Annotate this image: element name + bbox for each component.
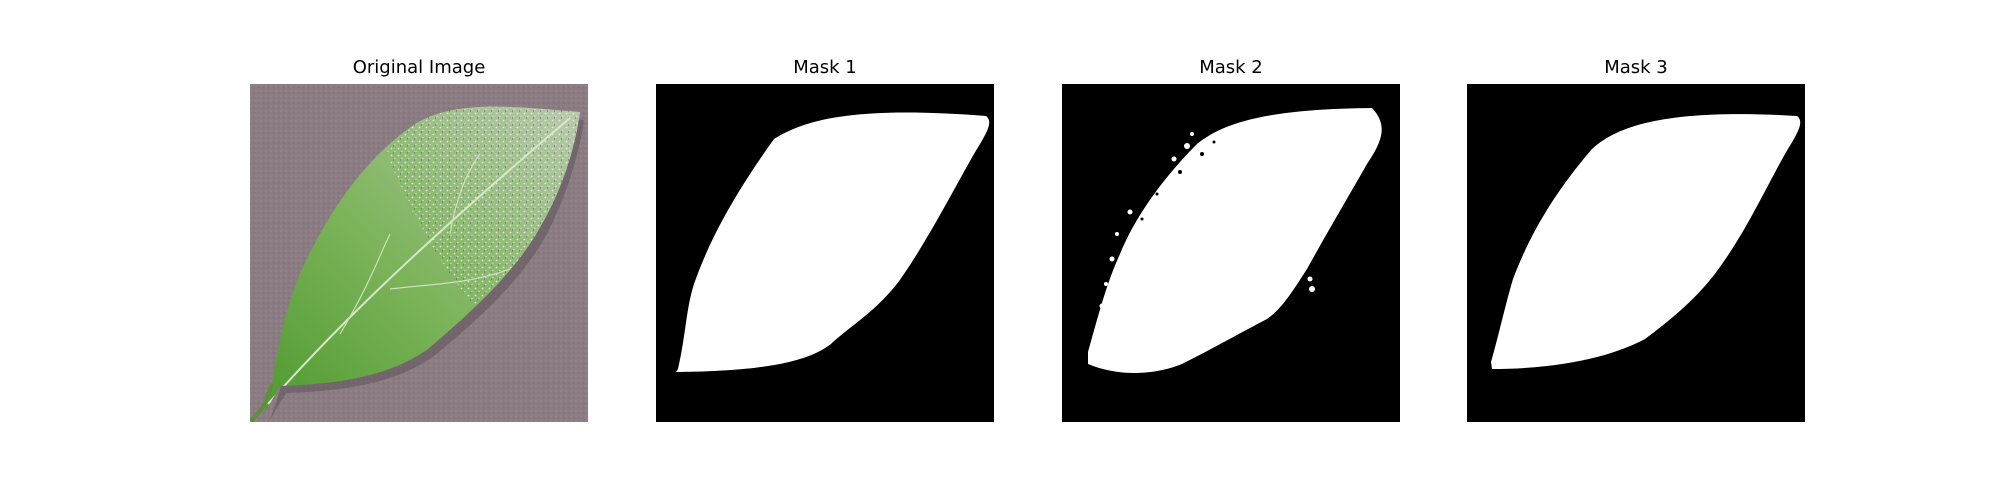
original-image-title: Original Image	[250, 57, 588, 79]
original-leaf-photo	[250, 84, 588, 422]
mask-2-image	[1062, 84, 1400, 422]
mask-1-image	[656, 84, 994, 422]
mask-3-image	[1467, 84, 1805, 422]
mask-3-title: Mask 3	[1467, 57, 1805, 79]
mask-2-title: Mask 2	[1062, 57, 1400, 79]
mask-1-title: Mask 1	[656, 57, 994, 79]
